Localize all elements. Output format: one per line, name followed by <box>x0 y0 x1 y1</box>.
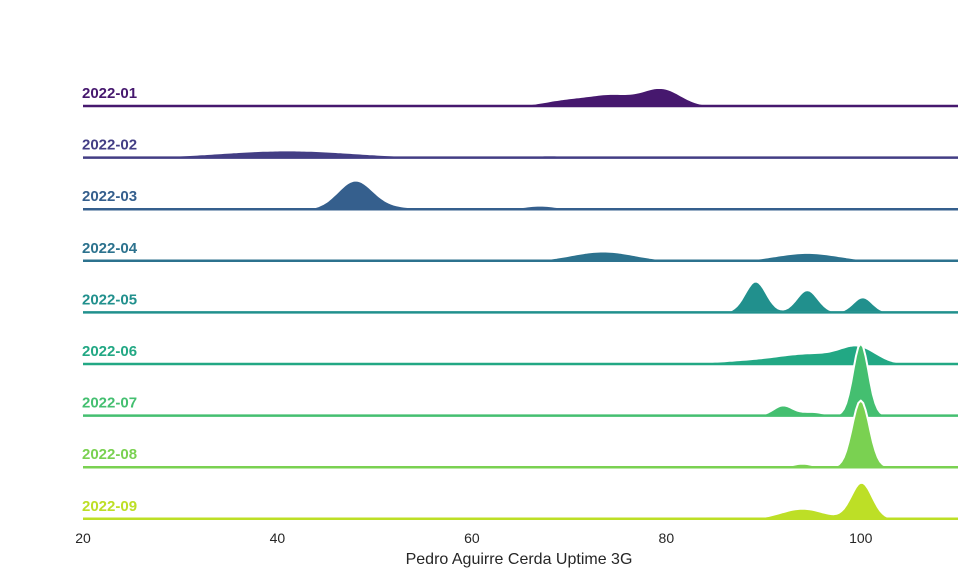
row-label: 2022-07 <box>82 395 137 412</box>
density-area <box>82 179 959 211</box>
ridge-2022-05: 2022-05 <box>82 280 959 314</box>
density-area <box>82 481 959 520</box>
x-tick-label: 20 <box>75 530 91 546</box>
ridge-2022-03: 2022-03 <box>82 179 959 211</box>
row-label: 2022-01 <box>82 85 137 102</box>
row-label: 2022-06 <box>82 343 137 360</box>
x-axis: 20 40 60 80 100 <box>75 530 872 546</box>
x-tick-label: 60 <box>464 530 480 546</box>
ridge-2022-06: 2022-06 <box>82 343 959 366</box>
ridges: 2022-01 2022-02 2022-03 2022-04 2022-05 2022-… <box>82 85 959 521</box>
ridge-2022-09: 2022-09 <box>82 481 959 521</box>
row-label: 2022-02 <box>82 137 137 154</box>
row-label: 2022-05 <box>82 291 137 308</box>
ridge-2022-04: 2022-04 <box>82 240 959 263</box>
density-area <box>82 399 959 469</box>
ridge-2022-01: 2022-01 <box>82 85 959 108</box>
x-axis-title: Pedro Aguirre Cerda Uptime 3G <box>406 551 633 568</box>
row-label: 2022-03 <box>82 188 137 205</box>
ridge-2022-08: 2022-08 <box>82 399 959 469</box>
density-area <box>82 250 959 262</box>
row-label: 2022-08 <box>82 446 137 463</box>
ridge-2022-02: 2022-02 <box>82 137 959 159</box>
ridge-2022-07: 2022-07 <box>82 342 959 417</box>
density-area <box>82 280 959 314</box>
x-tick-label: 40 <box>270 530 286 546</box>
density-area <box>82 344 959 365</box>
density-area <box>82 86 959 107</box>
row-label: 2022-09 <box>82 498 137 515</box>
x-tick-label: 100 <box>849 530 873 546</box>
row-label: 2022-04 <box>82 240 138 257</box>
x-tick-label: 80 <box>659 530 675 546</box>
